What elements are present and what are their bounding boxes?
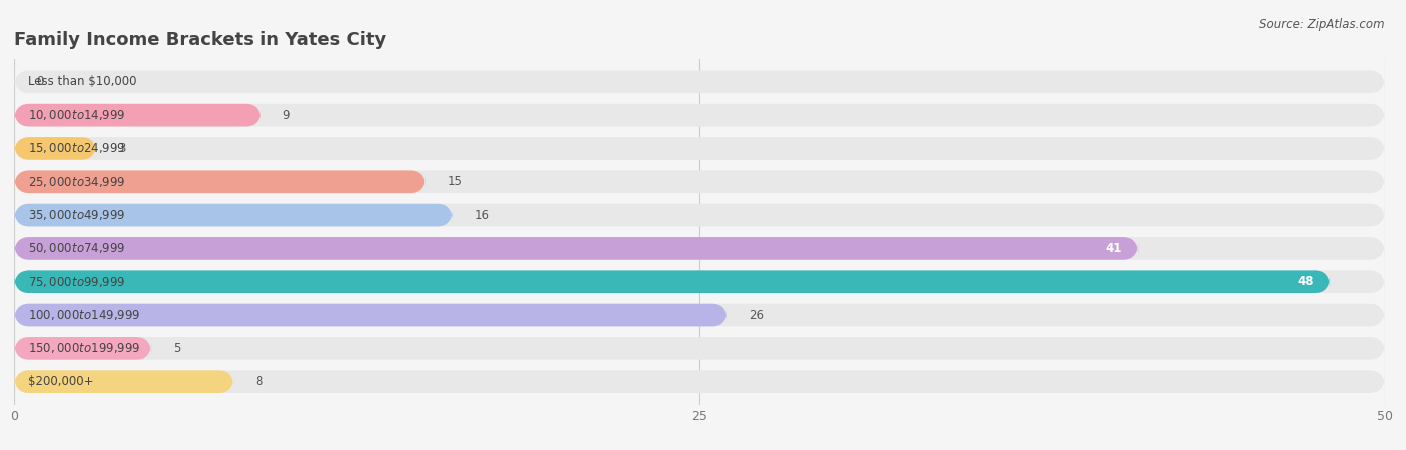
Text: 15: 15 bbox=[447, 175, 463, 188]
Text: $50,000 to $74,999: $50,000 to $74,999 bbox=[28, 241, 125, 256]
Text: Less than $10,000: Less than $10,000 bbox=[28, 75, 136, 88]
FancyBboxPatch shape bbox=[14, 304, 1385, 326]
Text: 3: 3 bbox=[118, 142, 125, 155]
FancyBboxPatch shape bbox=[14, 104, 262, 126]
Text: $100,000 to $149,999: $100,000 to $149,999 bbox=[28, 308, 141, 322]
Text: $10,000 to $14,999: $10,000 to $14,999 bbox=[28, 108, 125, 122]
Text: 9: 9 bbox=[283, 108, 290, 122]
FancyBboxPatch shape bbox=[14, 171, 1385, 193]
FancyBboxPatch shape bbox=[14, 237, 1139, 260]
FancyBboxPatch shape bbox=[14, 71, 1385, 93]
Text: $35,000 to $49,999: $35,000 to $49,999 bbox=[28, 208, 125, 222]
Text: 48: 48 bbox=[1298, 275, 1313, 288]
FancyBboxPatch shape bbox=[14, 204, 453, 226]
Text: Family Income Brackets in Yates City: Family Income Brackets in Yates City bbox=[14, 31, 387, 49]
FancyBboxPatch shape bbox=[14, 337, 1385, 360]
FancyBboxPatch shape bbox=[14, 237, 1385, 260]
Text: $200,000+: $200,000+ bbox=[28, 375, 93, 388]
FancyBboxPatch shape bbox=[14, 337, 152, 360]
FancyBboxPatch shape bbox=[14, 270, 1330, 293]
FancyBboxPatch shape bbox=[14, 171, 425, 193]
Text: 16: 16 bbox=[475, 209, 489, 221]
Text: $25,000 to $34,999: $25,000 to $34,999 bbox=[28, 175, 125, 189]
Text: 5: 5 bbox=[173, 342, 180, 355]
FancyBboxPatch shape bbox=[14, 204, 1385, 226]
Text: Source: ZipAtlas.com: Source: ZipAtlas.com bbox=[1260, 18, 1385, 31]
FancyBboxPatch shape bbox=[14, 270, 1385, 293]
Text: 8: 8 bbox=[256, 375, 263, 388]
FancyBboxPatch shape bbox=[14, 137, 1385, 160]
Text: 26: 26 bbox=[749, 309, 763, 322]
Text: $150,000 to $199,999: $150,000 to $199,999 bbox=[28, 342, 141, 356]
FancyBboxPatch shape bbox=[14, 370, 1385, 393]
Text: $75,000 to $99,999: $75,000 to $99,999 bbox=[28, 275, 125, 289]
FancyBboxPatch shape bbox=[14, 370, 233, 393]
FancyBboxPatch shape bbox=[14, 304, 727, 326]
Text: 0: 0 bbox=[37, 75, 44, 88]
FancyBboxPatch shape bbox=[14, 137, 96, 160]
Text: $15,000 to $24,999: $15,000 to $24,999 bbox=[28, 141, 125, 155]
FancyBboxPatch shape bbox=[14, 104, 1385, 126]
Text: 41: 41 bbox=[1105, 242, 1122, 255]
